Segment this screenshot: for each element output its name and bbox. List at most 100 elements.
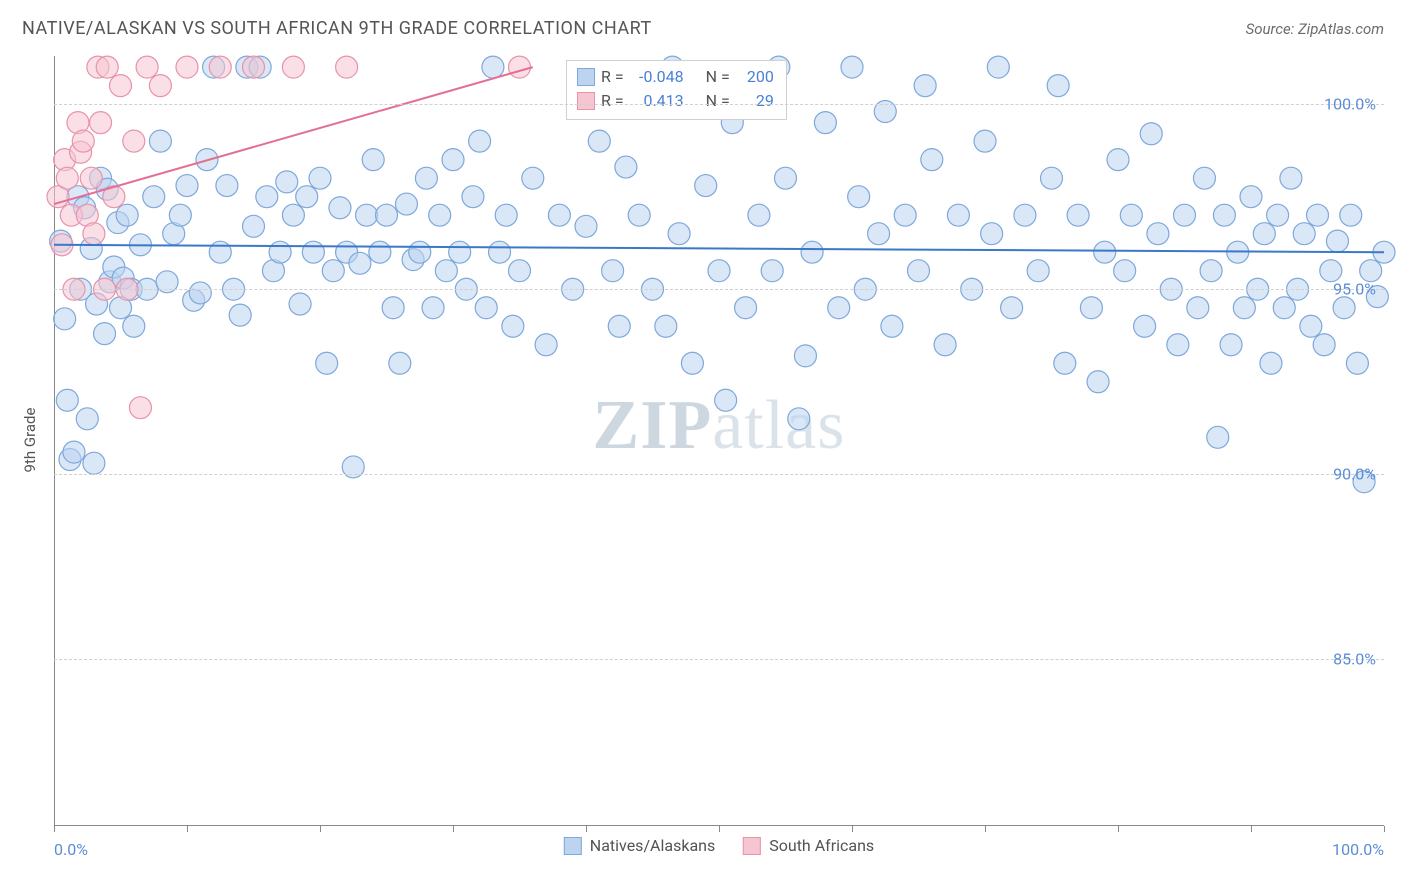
- correlation-legend: R =-0.048N =200R =0.413N =29: [566, 60, 787, 120]
- data-point: [1120, 204, 1142, 226]
- data-point: [136, 56, 158, 78]
- data-point: [469, 130, 491, 152]
- data-point: [1360, 260, 1382, 282]
- data-point: [316, 352, 338, 374]
- data-point: [535, 334, 557, 356]
- data-point: [947, 204, 969, 226]
- x-label-min: 0.0%: [54, 840, 88, 859]
- data-point: [63, 441, 85, 463]
- data-point: [369, 241, 391, 263]
- data-point: [1340, 204, 1362, 226]
- series-label: South Africans: [769, 836, 874, 855]
- data-point: [435, 260, 457, 282]
- data-point: [502, 315, 524, 337]
- y-tick-label: 100.0%: [1324, 95, 1376, 114]
- chart-header: NATIVE/ALASKAN VS SOUTH AFRICAN 9TH GRAD…: [0, 0, 1406, 45]
- data-point: [309, 167, 331, 189]
- data-point: [495, 204, 517, 226]
- series-label: Natives/Alaskans: [590, 836, 715, 855]
- data-point: [123, 315, 145, 337]
- data-point: [748, 204, 770, 226]
- data-point: [422, 297, 444, 319]
- data-point: [588, 130, 610, 152]
- data-point: [256, 186, 278, 208]
- data-point: [83, 452, 105, 474]
- gridline-h: [54, 289, 1384, 290]
- data-point: [475, 297, 497, 319]
- n-value[interactable]: 200: [736, 65, 774, 89]
- data-point: [1253, 223, 1275, 245]
- data-point: [1326, 230, 1348, 252]
- data-point: [1346, 352, 1368, 374]
- data-point: [1240, 186, 1262, 208]
- source-prefix: Source:: [1246, 20, 1298, 38]
- data-point: [695, 175, 717, 197]
- n-label: N =: [706, 89, 730, 113]
- x-tick: [852, 826, 853, 832]
- r-value[interactable]: -0.048: [630, 65, 684, 89]
- data-point: [615, 156, 637, 178]
- data-point: [981, 223, 1003, 245]
- data-point: [216, 175, 238, 197]
- r-label: R =: [601, 65, 624, 89]
- data-point: [83, 223, 105, 245]
- data-point: [110, 75, 132, 97]
- data-point: [775, 167, 797, 189]
- data-point: [1187, 297, 1209, 319]
- data-point: [329, 197, 351, 219]
- scatter-plot: ZIPatlas R =-0.048N =200R =0.413N =29 Na…: [54, 56, 1384, 826]
- data-point: [336, 56, 358, 78]
- x-label-max: 100.0%: [1332, 840, 1384, 859]
- y-tick-label: 85.0%: [1333, 650, 1376, 669]
- data-point: [1047, 75, 1069, 97]
- data-point: [914, 75, 936, 97]
- x-tick: [1251, 826, 1252, 832]
- data-point: [176, 175, 198, 197]
- data-point: [382, 297, 404, 319]
- data-point: [1300, 315, 1322, 337]
- series-legend-item[interactable]: Natives/Alaskans: [564, 836, 715, 855]
- y-axis-title: 9th Grade: [21, 408, 39, 473]
- data-point: [269, 241, 291, 263]
- data-point: [1200, 260, 1222, 282]
- data-point: [987, 56, 1009, 78]
- data-point: [1167, 334, 1189, 356]
- data-point: [282, 56, 304, 78]
- data-point: [848, 186, 870, 208]
- data-point: [96, 56, 118, 78]
- chart-title: NATIVE/ALASKAN VS SOUTH AFRICAN 9TH GRAD…: [22, 18, 652, 39]
- data-point: [974, 130, 996, 152]
- data-point: [289, 293, 311, 315]
- data-point: [442, 149, 464, 171]
- x-tick: [985, 826, 986, 832]
- data-point: [1107, 149, 1129, 171]
- x-tick: [1118, 826, 1119, 832]
- data-point: [1147, 223, 1169, 245]
- data-point: [1193, 167, 1215, 189]
- n-value[interactable]: 29: [736, 89, 774, 113]
- data-point: [376, 204, 398, 226]
- x-tick: [586, 826, 587, 832]
- r-value[interactable]: 0.413: [630, 89, 684, 113]
- data-point: [296, 186, 318, 208]
- data-point: [482, 56, 504, 78]
- data-point: [668, 223, 690, 245]
- data-point: [522, 167, 544, 189]
- data-point: [1293, 223, 1315, 245]
- data-point: [715, 389, 737, 411]
- data-point: [1054, 352, 1076, 374]
- data-point: [209, 56, 231, 78]
- legend-swatch: [564, 837, 582, 855]
- data-point: [176, 56, 198, 78]
- legend-row: R =-0.048N =200: [577, 65, 774, 89]
- data-point: [602, 260, 624, 282]
- data-point: [243, 56, 265, 78]
- gridline-h: [54, 104, 1384, 105]
- plot-svg: [54, 56, 1384, 826]
- data-point: [1260, 352, 1282, 374]
- data-point: [54, 308, 76, 330]
- series-legend-item[interactable]: South Africans: [743, 836, 874, 855]
- source-link[interactable]: ZipAtlas.com: [1298, 20, 1384, 38]
- data-point: [681, 352, 703, 374]
- data-point: [94, 323, 116, 345]
